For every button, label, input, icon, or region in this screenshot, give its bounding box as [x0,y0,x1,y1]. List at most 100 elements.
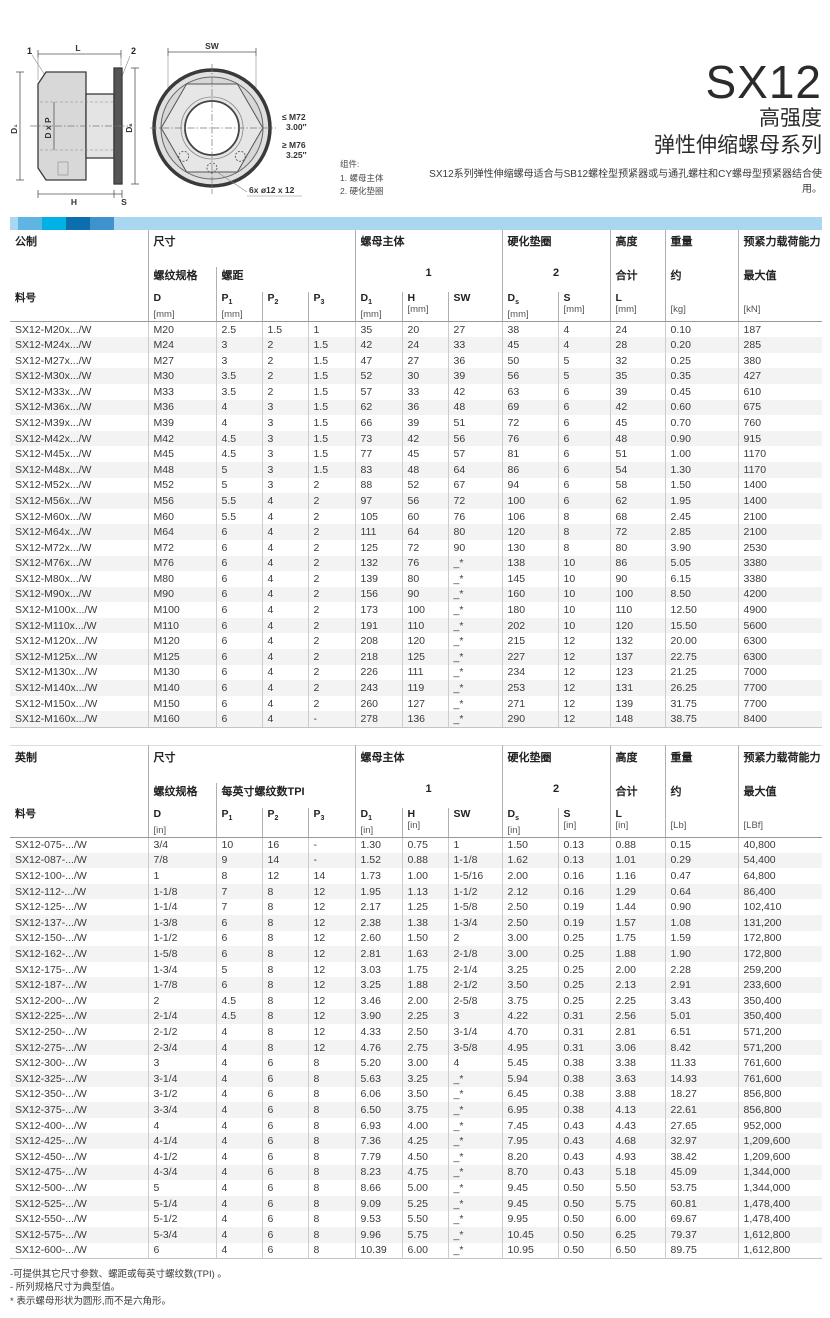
table-cell: SX12-087-.../W [15,854,87,867]
table-cell: 12 [307,946,355,962]
table-cell: 8 [261,946,308,962]
table-cell: M64 [147,524,216,540]
table-cell: 10 [557,571,611,587]
col-kn: [kN] [737,292,823,323]
divider-accent-block [90,217,114,230]
page-title: SX12 [705,56,822,108]
table-row: SX12-550-.../W 5-1/2 4 6 8 9.53 5.50 _* 9.95 0.50… [10,1211,823,1227]
table-cell: 4 [261,586,308,603]
table-cell: 125 [401,649,448,665]
table-cell: 6 [261,1242,308,1259]
table-cell: 9 [215,852,262,869]
table-cell: 20.00 [664,633,739,650]
group-weight: 重量 [664,230,739,267]
table-cell: 1-1/8 [147,883,216,900]
table-cell: 4 [261,571,308,587]
table-cell: 1.75 [401,961,448,978]
table-cell: M100 [147,602,216,618]
table-cell: 4 [215,1226,262,1243]
table-cell: 0.25 [557,946,611,962]
table-cell: 5.45 [501,1055,559,1071]
table-cell: 14 [307,868,355,884]
table-cell: 5.50 [609,1180,666,1196]
table-cell: 0.10 [664,321,739,338]
table-cell: 2 [307,602,355,618]
table-cell: 856,800 [737,1102,823,1118]
table-cell: 3.06 [609,1039,666,1056]
table-cell: 2.00 [401,993,448,1009]
table-cell: 32.97 [664,1133,739,1149]
table-cell: 6 [261,1117,308,1134]
table-cell: 9.45 [501,1195,559,1212]
table-cell: 2 [307,617,355,634]
table-cell: 3 [447,1008,503,1025]
table-cell: 173 [354,602,402,618]
table-cell: 4 [261,649,308,665]
table-cell: 5 [215,461,262,478]
table-cell: SX12-M140x.../W [15,682,98,695]
table-cell: 137 [609,649,666,665]
col-p2: P2 [261,292,308,323]
table-cell: 5-1/4 [147,1195,216,1212]
table-cell: 0.38 [557,1102,611,1118]
table-cell: 0.19 [557,915,611,931]
table-cell: 6.93 [354,1117,402,1134]
col-ds: Ds [in] [501,807,559,838]
table-cell: 119 [401,680,448,696]
table-cell: 8 [307,1211,355,1227]
table-cell: 12 [557,664,611,681]
section-divider-bar [10,217,822,230]
table-cell: 67 [447,477,503,494]
table-cell: 4 [261,680,308,696]
table-cell: 4 [261,539,308,556]
table-cell: 1,344,000 [737,1180,823,1196]
table-row: SX12-M42x.../W M42 4.5 3 1.5 73 42 56 76 6 48 0.90 9… [10,430,823,447]
table-cell: 39 [447,368,503,384]
table-cell: 5.75 [401,1226,448,1243]
table-cell: 1 [447,837,503,853]
table-cell: 4 [261,524,308,540]
table-cell: 33 [401,383,448,400]
table-cell: 89.75 [664,1242,739,1259]
table-row: SX12-400-.../W 4 4 6 8 6.93 4.00 _* 7.45 0.43 4.43… [10,1117,823,1134]
table-cell: _* [447,617,503,634]
col-s: S [mm] [557,292,611,323]
col-d: D [in] [147,807,216,838]
table-cell: 4200 [737,586,823,603]
table-cell: 7000 [737,664,823,681]
table-cell: 32 [609,352,666,369]
table-cell: 8400 [737,711,823,728]
table-row: SX12-M80x.../W M80 6 4 2 139 80 _* 145 10 90 6.15 33… [10,571,823,587]
table-cell: 1-7/8 [147,977,216,994]
table-cell: 8 [261,961,308,978]
table-cell: 208 [354,633,402,650]
table-cell: 0.90 [664,899,739,916]
table-cell: _* [447,586,503,603]
table-cell: 234 [501,664,559,681]
table-cell: 8 [307,1164,355,1181]
divider-accent-block [42,217,66,230]
table-cell: 5 [215,961,262,978]
table-cell: SX12-175-.../W [15,963,87,976]
table-cell: 120 [401,633,448,650]
table-cell: 3-1/2 [147,1086,216,1103]
table-cell: 3 [261,430,308,447]
table-cell: 4 [215,415,262,431]
table-cell: SX12-M33x.../W [15,385,92,398]
table-cell: 45 [401,446,448,462]
table-cell: 2.60 [354,930,402,947]
table-cell: _* [447,1148,503,1165]
sub-max: 最大值 [737,267,823,292]
table-cell: 4 [215,1195,262,1212]
table-cell: 2.85 [664,524,739,540]
table-cell: 1 [307,321,355,338]
table-cell: 2 [147,993,216,1009]
table-cell: 1-5/8 [147,946,216,962]
table-cell: 1.95 [664,493,739,509]
table-cell: 3.00 [401,1055,448,1071]
table-cell: 4 [557,321,611,338]
table-cell: 52 [354,368,402,384]
table-cell: 226 [354,664,402,681]
table-row: SX12-M130x.../W M130 6 4 2 226 111 _* 234 12 123 21… [10,664,823,681]
table-cell: 64,800 [737,868,823,884]
